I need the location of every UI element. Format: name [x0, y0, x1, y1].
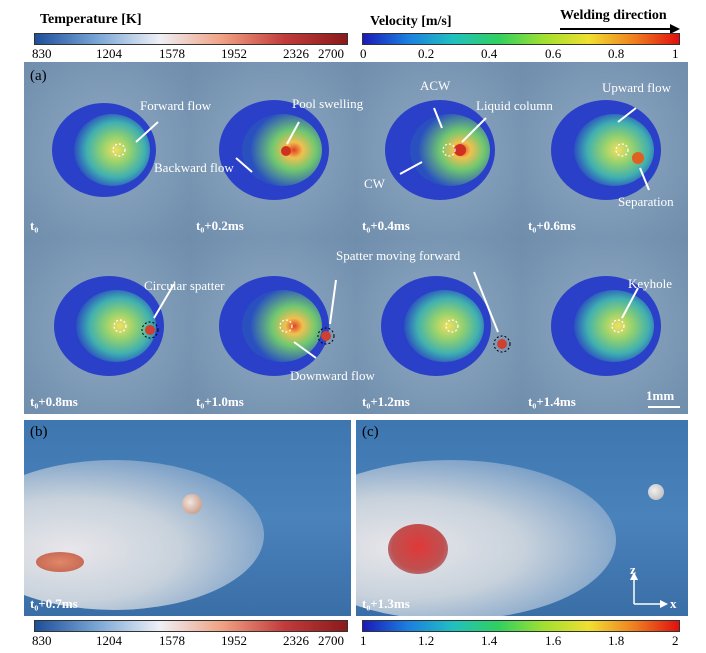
temp-tick-3: 1952: [221, 46, 247, 61]
panel-a-label: (a): [30, 68, 47, 84]
vel-b-tick-3: 1.6: [545, 633, 562, 648]
welding-direction-label: Welding direction: [560, 8, 667, 23]
time-label-4: t₀+0.6ms: [528, 218, 576, 233]
panel-c-label: (c): [362, 424, 379, 440]
hot-spot-c: [388, 524, 448, 574]
time-label-5: t₀+0.8ms: [30, 394, 78, 409]
melt-pools: [52, 100, 661, 376]
time-label-3: t₀+0.4ms: [362, 218, 410, 233]
temp-tick-1: 1204: [96, 46, 122, 61]
velocity-colorbar-title: Velocity [m/s]: [370, 14, 452, 29]
vel-b-tick-4: 1.8: [608, 633, 625, 648]
time-label-8: t₀+1.4ms: [528, 394, 576, 409]
spatter-droplet-b: [182, 494, 202, 514]
spatter-droplet-c: [648, 484, 664, 500]
pool-t0: [52, 103, 156, 197]
temperature-colorbar-title: Temperature [K]: [40, 12, 142, 27]
pool-t0-06: [551, 100, 661, 200]
temp-b-tick-2: 1578: [159, 633, 185, 648]
temp-b-tick-5: 2700: [318, 633, 344, 648]
axis-z-label: z: [630, 562, 636, 577]
temp-tick-5: 2700: [318, 46, 344, 61]
scale-bar-label: 1mm: [646, 388, 675, 403]
pool-t0-14: [551, 276, 661, 376]
pool-t0-12: [381, 276, 511, 376]
melt-surface-b: [24, 460, 264, 610]
temp-b-tick-1: 1204: [96, 633, 122, 648]
annotation-downward-flow: Downward flow: [290, 368, 375, 383]
time-label-2: t₀+0.2ms: [196, 218, 244, 233]
panel-b-time: t₀+0.7ms: [30, 596, 78, 611]
panel-b: (b) t₀+0.7ms: [24, 420, 351, 616]
vel-tick-2: 0.4: [481, 46, 498, 61]
velocity-colorbar: [362, 33, 680, 45]
panel-b-label: (b): [30, 424, 48, 440]
vel-b-tick-5: 2: [672, 633, 679, 648]
annotation-keyhole: Keyhole: [628, 276, 673, 291]
vel-b-tick-0: 1: [360, 633, 367, 648]
vel-tick-0: 0: [360, 46, 367, 61]
panel-c-time: t₀+1.3ms: [362, 596, 410, 611]
temperature-colorbar-bottom: [34, 620, 348, 632]
vel-b-tick-1: 1.2: [418, 633, 435, 648]
annotation-spatter-moving-forward: Spatter moving forward: [336, 248, 461, 263]
pool-t0-04: [385, 100, 495, 200]
annotation-backward-flow: Backward flow: [154, 160, 234, 175]
temp-tick-0: 830: [32, 46, 52, 61]
annotation-liquid-column: Liquid column: [476, 98, 553, 113]
vel-tick-4: 0.8: [608, 46, 625, 61]
time-label-1: t₀: [30, 218, 39, 233]
welding-direction-arrow: [560, 24, 680, 34]
annotation-acw: ACW: [420, 78, 451, 93]
hot-spot-b: [36, 552, 84, 572]
temp-tick-2: 1578: [159, 46, 185, 61]
annotation-pool-swelling: Pool swelling: [292, 96, 364, 111]
panel-c: (c) t₀+1.3ms z x: [356, 420, 688, 616]
pool-t0-08: [54, 276, 164, 376]
axis-x-label: x: [670, 596, 677, 611]
pool-t0-02: [219, 100, 329, 200]
vel-tick-1: 0.2: [418, 46, 435, 61]
vel-tick-3: 0.6: [545, 46, 562, 61]
panel-a: (a) Forward flow Pool swelling Backward …: [24, 62, 688, 414]
scale-bar: [648, 406, 680, 408]
annotation-forward-flow: Forward flow: [140, 98, 212, 113]
velocity-colorbar-bottom: [362, 620, 680, 632]
temperature-colorbar: [34, 33, 348, 45]
temp-b-tick-3: 1952: [221, 633, 247, 648]
annotation-separation: Separation: [618, 194, 674, 209]
annotation-cw: CW: [364, 176, 385, 191]
time-label-6: t₀+1.0ms: [196, 394, 244, 409]
time-label-7: t₀+1.2ms: [362, 394, 410, 409]
temp-b-tick-4: 2326: [283, 633, 309, 648]
annotation-circular-spatter: Circular spatter: [144, 278, 225, 293]
pool-t0-10: [219, 276, 335, 376]
vel-tick-5: 1: [672, 46, 679, 61]
annotation-upward-flow: Upward flow: [602, 80, 671, 95]
axis-triad: [630, 572, 668, 608]
temp-tick-4: 2326: [283, 46, 309, 61]
temp-b-tick-0: 830: [32, 633, 52, 648]
vel-b-tick-2: 1.4: [481, 633, 498, 648]
